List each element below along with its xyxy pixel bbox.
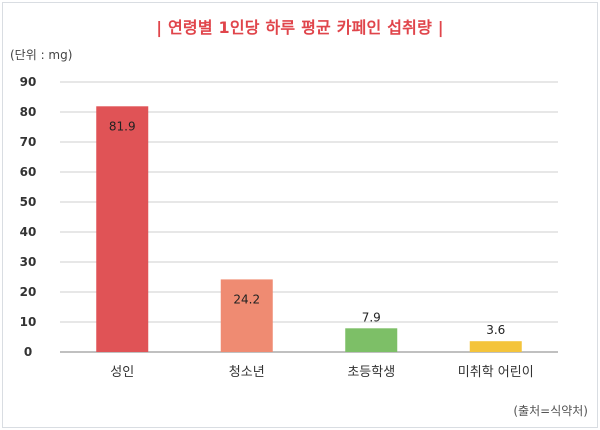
category-label: 청소년 — [229, 365, 265, 380]
unit-label: (단위 : mg) — [10, 48, 73, 62]
value-label: 24.2 — [233, 292, 260, 306]
y-tick-label: 40 — [20, 225, 37, 239]
bar-1 — [96, 106, 149, 352]
source-label: (출처=식약처) — [513, 404, 588, 418]
y-tick-label: 70 — [20, 135, 37, 149]
category-label: 성인 — [110, 365, 134, 380]
y-tick-label: 90 — [20, 75, 37, 89]
bars — [96, 106, 522, 352]
value-label: 3.6 — [486, 323, 505, 337]
y-tick-label: 0 — [24, 345, 32, 359]
y-tick-label: 50 — [20, 195, 37, 209]
bar-4 — [469, 341, 522, 352]
value-label: 7.9 — [362, 310, 381, 324]
value-label: 81.9 — [109, 119, 136, 133]
y-tick-label: 20 — [20, 285, 37, 299]
category-label: 초등학생 — [347, 365, 395, 380]
category-labels: 성인 청소년 초등학생 미취학 어린이 — [110, 365, 533, 380]
y-tick-label: 10 — [20, 315, 37, 329]
category-label: 미취학 어린이 — [458, 365, 534, 380]
bar-2 — [220, 279, 273, 352]
y-axis-ticks: 0 10 20 30 40 50 60 70 80 90 — [20, 75, 37, 359]
chart-title: | 연령별 1인당 하루 평균 카페인 섭취량 | — [156, 18, 444, 37]
y-tick-label: 60 — [20, 165, 37, 179]
bar-3 — [345, 328, 398, 352]
y-tick-label: 30 — [20, 255, 37, 269]
y-tick-label: 80 — [20, 105, 37, 119]
value-labels: 81.9 24.2 7.9 3.6 — [109, 119, 505, 337]
